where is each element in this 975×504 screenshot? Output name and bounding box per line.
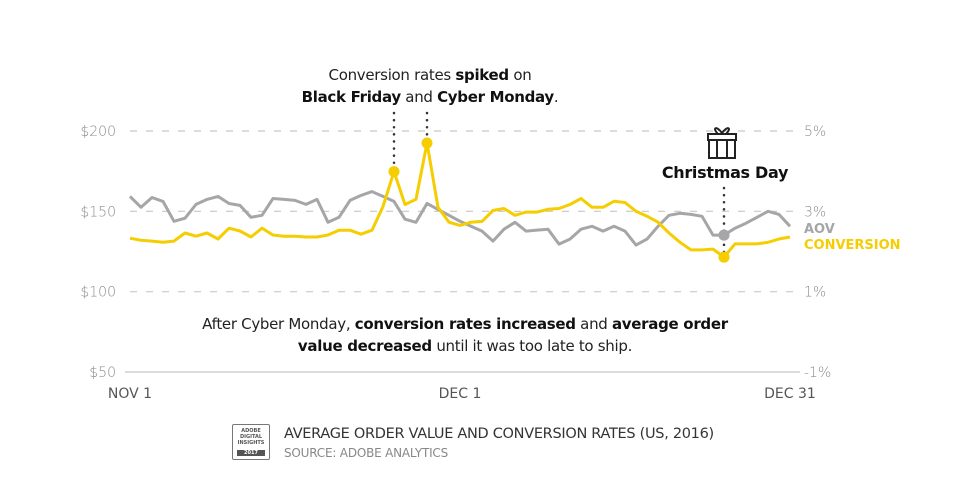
y-tick-right: 5% xyxy=(804,124,826,140)
gift-icon xyxy=(707,127,737,159)
annotation-spike: Conversion rates spiked on Black Friday … xyxy=(250,64,610,108)
christmas-dot xyxy=(718,251,730,263)
badge-line: INSIGHTS xyxy=(237,440,265,446)
x-tick: DEC 1 xyxy=(439,386,482,402)
annotation-text: . xyxy=(553,88,559,106)
annotation-bold: spiked xyxy=(455,66,509,84)
annotation-christmas: Christmas Day xyxy=(640,162,810,184)
y-tick-right: -1% xyxy=(804,365,831,381)
adobe-digital-insights-badge: ADOBE DIGITAL INSIGHTS 2017 xyxy=(232,424,270,460)
marker-black-friday xyxy=(388,166,400,178)
marker-cyber-monday xyxy=(421,137,433,149)
x-tick: NOV 1 xyxy=(108,386,152,402)
y-tick-right: 1% xyxy=(804,285,826,301)
badge-line: DIGITAL xyxy=(239,434,263,440)
annotation-text: and xyxy=(575,315,612,333)
y-axis-right: 5% 3% 1% -1% xyxy=(804,124,831,381)
christmas-dot xyxy=(718,229,730,241)
chart-title: AVERAGE ORDER VALUE AND CONVERSION RATES… xyxy=(284,426,714,442)
y-tick-left: $200 xyxy=(80,124,116,140)
annotation-text: After Cyber Monday, xyxy=(202,315,355,333)
markers xyxy=(388,111,730,264)
legend-aov: AOV xyxy=(804,222,835,237)
badge-year: 2017 xyxy=(237,450,265,456)
y-tick-right: 3% xyxy=(804,204,826,220)
christmas-label: Christmas Day xyxy=(661,163,789,182)
series-line-conversion xyxy=(129,141,791,259)
series-line-aov xyxy=(128,190,792,247)
annotation-after-cyber-monday: After Cyber Monday, conversion rates inc… xyxy=(140,313,790,357)
gridlines xyxy=(125,130,800,373)
x-axis: NOV 1 DEC 1 DEC 31 xyxy=(108,386,816,402)
annotation-black-friday: Black Friday xyxy=(301,88,402,106)
legend-conversion: CONVERSION xyxy=(804,238,901,253)
series-lines xyxy=(128,141,792,259)
y-tick-left: $50 xyxy=(89,365,116,381)
annotation-text: on xyxy=(508,66,532,84)
annotation-bold: average order xyxy=(611,315,728,333)
annotation-bold: conversion rates increased xyxy=(354,315,576,333)
y-tick-left: $150 xyxy=(80,204,116,220)
badge-line: ADOBE xyxy=(241,428,261,434)
annotation-text: and xyxy=(400,88,438,106)
annotation-text: until it was too late to ship. xyxy=(431,337,633,355)
y-axis-left: $200 $150 $100 $50 xyxy=(80,124,116,381)
y-tick-left: $100 xyxy=(80,285,116,301)
chart-source: SOURCE: ADOBE ANALYTICS xyxy=(284,446,449,460)
annotation-cyber-monday: Cyber Monday xyxy=(437,88,554,106)
annotation-text: Conversion rates xyxy=(328,66,456,84)
x-tick: DEC 31 xyxy=(764,386,816,402)
annotation-bold: value decreased xyxy=(297,337,432,355)
